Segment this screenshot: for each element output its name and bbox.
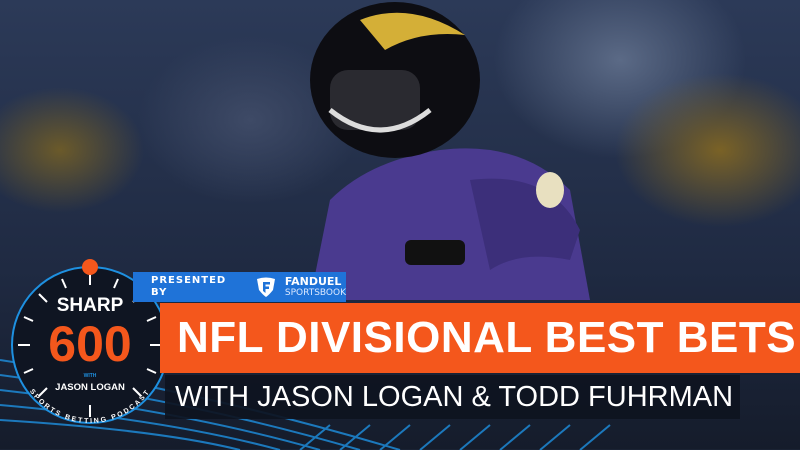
fanduel-shield-icon xyxy=(256,277,275,297)
stopwatch-crown-icon xyxy=(82,259,98,275)
logo-600-text: 600 xyxy=(48,316,131,372)
sponsor-banner: PRESENTED BY FANDUEL SPORTSBOOK xyxy=(133,272,346,302)
football-player-image xyxy=(310,2,590,300)
fanduel-wordmark: FANDUEL SPORTSBOOK xyxy=(285,275,346,299)
fanduel-text: FANDUEL xyxy=(284,275,342,288)
headline-banner: NFL DIVISIONAL BEST BETS xyxy=(160,303,800,373)
headline-text: NFL DIVISIONAL BEST BETS xyxy=(177,313,797,362)
logo-with-text: WITH xyxy=(84,373,97,379)
sportsbook-text: SPORTSBOOK xyxy=(284,288,346,298)
subheadline-banner: WITH JASON LOGAN & TODD FUHRMAN xyxy=(165,375,740,419)
subheadline-text: WITH JASON LOGAN & TODD FUHRMAN xyxy=(175,380,734,413)
presented-by-label: PRESENTED BY xyxy=(151,275,227,298)
sharp-600-logo: SHARP 600 WITH JASON LOGAN SPORTS BETTIN… xyxy=(11,259,169,425)
logo-sharp-text: SHARP xyxy=(57,295,124,316)
logo-host-text: JASON LOGAN xyxy=(55,382,125,393)
